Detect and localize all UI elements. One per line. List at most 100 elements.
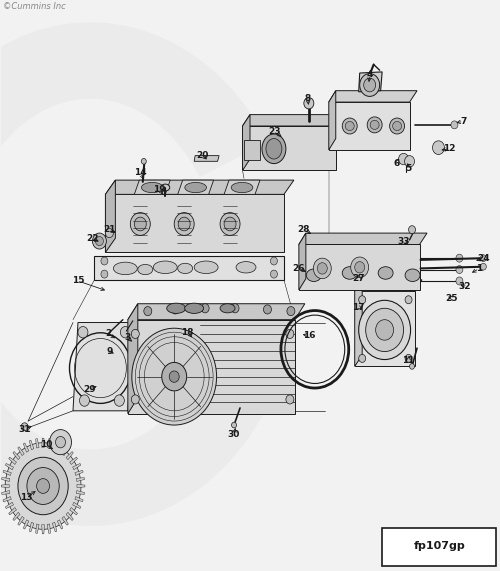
Circle shape — [408, 226, 416, 234]
Polygon shape — [194, 156, 219, 162]
Polygon shape — [3, 471, 12, 476]
Text: 23: 23 — [268, 127, 281, 136]
Polygon shape — [66, 452, 74, 460]
Polygon shape — [242, 115, 250, 170]
Circle shape — [358, 296, 366, 304]
Polygon shape — [24, 443, 29, 452]
Text: 16: 16 — [302, 331, 315, 340]
Polygon shape — [47, 524, 50, 533]
Circle shape — [360, 74, 380, 96]
Polygon shape — [58, 443, 63, 452]
Text: 25: 25 — [446, 293, 458, 303]
Polygon shape — [42, 525, 44, 534]
Polygon shape — [75, 471, 83, 476]
Circle shape — [398, 154, 408, 165]
Polygon shape — [47, 439, 50, 448]
Polygon shape — [73, 323, 133, 411]
Circle shape — [358, 355, 366, 363]
Ellipse shape — [367, 117, 382, 133]
Ellipse shape — [174, 212, 194, 235]
Text: 11: 11 — [402, 356, 415, 365]
Text: 6: 6 — [394, 159, 400, 167]
Polygon shape — [128, 304, 305, 320]
Text: 28: 28 — [298, 225, 310, 234]
Ellipse shape — [390, 118, 404, 134]
Text: 32: 32 — [458, 282, 470, 291]
Polygon shape — [2, 490, 10, 494]
Polygon shape — [299, 244, 420, 290]
Ellipse shape — [142, 182, 163, 192]
Circle shape — [21, 423, 28, 431]
Polygon shape — [70, 457, 78, 464]
Polygon shape — [128, 320, 295, 413]
Circle shape — [18, 457, 68, 514]
Polygon shape — [76, 490, 84, 494]
Text: fp107gp: fp107gp — [414, 541, 466, 552]
Circle shape — [101, 270, 108, 278]
Polygon shape — [75, 497, 83, 502]
Circle shape — [80, 395, 90, 406]
Text: 33: 33 — [398, 236, 410, 246]
Polygon shape — [13, 512, 20, 521]
Polygon shape — [77, 484, 85, 488]
Polygon shape — [106, 194, 284, 252]
Ellipse shape — [262, 134, 286, 164]
Polygon shape — [18, 516, 24, 525]
Ellipse shape — [370, 120, 379, 130]
Polygon shape — [242, 115, 344, 126]
Ellipse shape — [220, 304, 235, 313]
Ellipse shape — [231, 182, 253, 192]
Text: 15: 15 — [72, 276, 84, 286]
Circle shape — [432, 141, 444, 155]
Polygon shape — [1, 484, 9, 488]
Polygon shape — [178, 180, 214, 194]
Text: 24: 24 — [477, 254, 490, 263]
Polygon shape — [8, 457, 16, 464]
Text: 26: 26 — [292, 264, 305, 273]
FancyBboxPatch shape — [382, 528, 496, 566]
Text: ©Cummins Inc: ©Cummins Inc — [3, 2, 66, 11]
Polygon shape — [358, 72, 382, 92]
Polygon shape — [329, 91, 417, 102]
Ellipse shape — [130, 212, 150, 235]
Circle shape — [162, 363, 186, 391]
Polygon shape — [18, 447, 24, 456]
Circle shape — [50, 429, 72, 455]
Polygon shape — [52, 440, 57, 450]
Polygon shape — [354, 280, 362, 367]
Circle shape — [358, 300, 410, 360]
Text: 31: 31 — [18, 425, 31, 433]
Circle shape — [56, 436, 66, 448]
Ellipse shape — [236, 262, 256, 273]
Circle shape — [78, 327, 88, 338]
Circle shape — [142, 159, 146, 164]
Polygon shape — [30, 522, 34, 532]
Circle shape — [132, 329, 140, 339]
Polygon shape — [30, 440, 34, 450]
Text: 9: 9 — [106, 347, 112, 356]
Circle shape — [201, 304, 209, 313]
Text: 19: 19 — [153, 186, 166, 194]
Polygon shape — [24, 520, 29, 529]
Text: 1: 1 — [476, 264, 482, 273]
Ellipse shape — [114, 262, 138, 275]
Text: 12: 12 — [443, 144, 456, 153]
Circle shape — [92, 233, 106, 249]
Ellipse shape — [178, 263, 192, 274]
Text: 5: 5 — [406, 164, 411, 173]
Circle shape — [410, 364, 414, 369]
Ellipse shape — [345, 122, 354, 131]
Ellipse shape — [392, 122, 402, 131]
Circle shape — [456, 277, 463, 285]
Polygon shape — [354, 291, 414, 367]
Ellipse shape — [138, 264, 153, 275]
Circle shape — [366, 308, 404, 352]
Ellipse shape — [160, 184, 170, 191]
Circle shape — [405, 296, 412, 304]
Circle shape — [286, 395, 294, 404]
Text: 18: 18 — [182, 328, 194, 337]
Polygon shape — [242, 126, 336, 170]
Polygon shape — [70, 508, 78, 515]
Circle shape — [480, 263, 486, 270]
Circle shape — [132, 328, 216, 425]
